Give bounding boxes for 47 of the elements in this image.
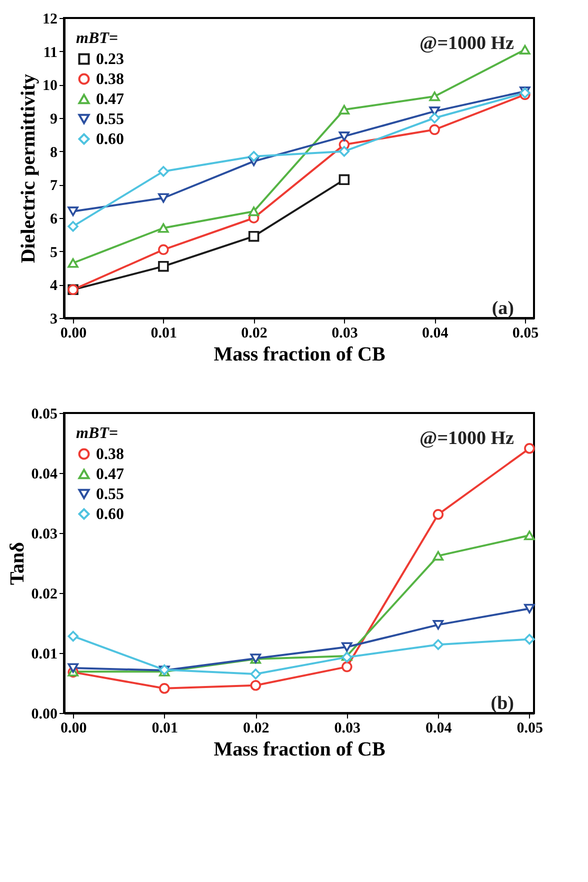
legend-label: 0.60 <box>96 506 124 523</box>
annotation: (b) <box>490 693 514 714</box>
y-tick-label: 0.02 <box>31 586 58 602</box>
legend-label: 0.60 <box>96 131 124 148</box>
y-tick-label: 0.05 <box>31 406 58 422</box>
y-axis-title: Tanδ <box>6 542 28 586</box>
legend-label: 0.55 <box>96 111 124 128</box>
x-tick-label: 0.04 <box>426 720 452 736</box>
y-tick-label: 6 <box>50 212 58 228</box>
x-axis-title: Mass fraction of CB <box>214 344 386 366</box>
y-tick-label: 9 <box>50 112 58 128</box>
y-axis-title: Dielectric permittivity <box>18 74 40 264</box>
annotation: (a) <box>492 298 514 319</box>
x-tick-label: 0.01 <box>150 326 178 342</box>
x-tick-label: 0.03 <box>334 720 361 736</box>
y-tick-label: 5 <box>50 244 58 261</box>
y-tick-label: 0.00 <box>31 706 58 722</box>
legend-title: mBT= <box>76 30 118 47</box>
y-tick-label: 0.03 <box>31 526 58 542</box>
x-tick-label: 0.04 <box>422 326 449 342</box>
x-tick-label: 0.00 <box>60 326 87 342</box>
x-axis-title: Mass fraction of CB <box>214 738 386 760</box>
legend-label: 0.38 <box>96 446 124 463</box>
y-tick-label: 3 <box>50 312 58 328</box>
y-tick-label: 11 <box>43 44 58 61</box>
y-tick-label: 4 <box>50 278 58 294</box>
y-tick-label: 10 <box>42 78 58 94</box>
y-tick-label: 0.01 <box>31 646 58 662</box>
annotation: @=1000 Hz <box>420 428 515 449</box>
x-tick-label: 0.03 <box>332 326 358 342</box>
x-tick-label: 0.00 <box>60 720 87 736</box>
x-tick-label: 0.01 <box>152 720 178 736</box>
x-tick-label: 0.02 <box>243 720 270 736</box>
y-tick-label: 0.04 <box>31 466 58 482</box>
legend-title: mBT= <box>76 425 118 442</box>
y-tick-label: 12 <box>42 12 58 28</box>
legend-label: 0.47 <box>96 91 124 108</box>
legend-label: 0.23 <box>96 51 124 68</box>
y-tick-label: 7 <box>50 178 58 194</box>
x-tick-label: 0.05 <box>512 326 539 342</box>
x-tick-label: 0.05 <box>516 720 544 736</box>
annotation: @=1000 Hz <box>420 33 515 54</box>
legend-label: 0.55 <box>96 486 124 503</box>
legend-label: 0.38 <box>96 71 124 88</box>
x-tick-label: 0.02 <box>241 326 268 342</box>
y-tick-label: 8 <box>50 144 58 161</box>
legend-label: 0.47 <box>96 466 124 483</box>
